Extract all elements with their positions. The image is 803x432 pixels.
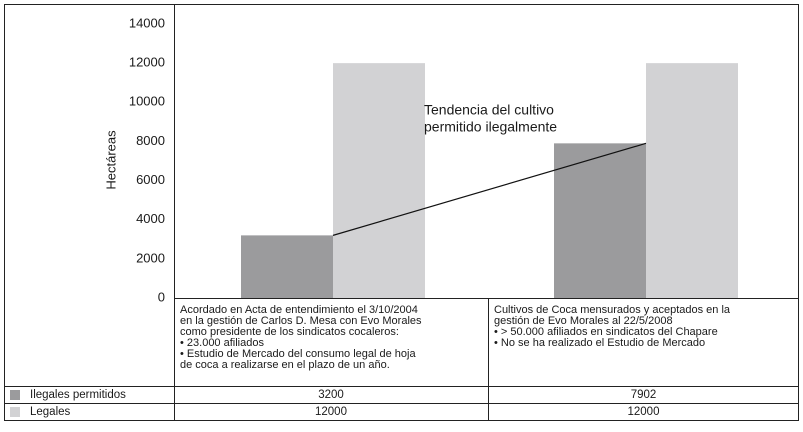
legend-swatch xyxy=(10,390,20,400)
annotation: permitido ilegalmente xyxy=(424,119,557,135)
category-note: • > 50.000 afiliados en sindicatos del C… xyxy=(494,326,718,338)
y-tick-label: 12000 xyxy=(129,55,165,70)
bar xyxy=(646,63,738,299)
table-value: 7902 xyxy=(631,389,657,401)
table-value: 12000 xyxy=(315,406,347,418)
y-tick-label: 0 xyxy=(158,289,165,304)
y-tick-label: 14000 xyxy=(129,15,165,30)
table-value: 12000 xyxy=(628,406,660,418)
bar xyxy=(554,143,646,298)
y-tick-label: 6000 xyxy=(136,172,165,187)
category-note: como presidente de los sindicatos cocale… xyxy=(180,326,399,338)
legend-label: Legales xyxy=(30,406,71,418)
bar xyxy=(333,63,425,299)
category-note: gestión de Evo Morales al 22/5/2008 xyxy=(494,315,673,327)
category-note: • Estudio de Mercado del consumo legal d… xyxy=(180,348,416,360)
category-note: Acordado en Acta de entendimiento el 3/1… xyxy=(180,304,418,316)
table-value: 3200 xyxy=(318,389,344,401)
y-tick-label: 8000 xyxy=(136,133,165,148)
y-tick-label: 4000 xyxy=(136,211,165,226)
category-note: de coca a realizarse en el plazo de un a… xyxy=(180,359,390,371)
frame xyxy=(4,4,799,421)
trend-line xyxy=(332,142,647,236)
annotation: Tendencia del cultivo xyxy=(424,102,554,118)
bar xyxy=(241,235,333,298)
category-note: • No se ha realizado el Estudio de Merca… xyxy=(494,337,705,349)
category-note: en la gestión de Carlos D. Mesa con Evo … xyxy=(180,315,422,327)
legend-label: Ilegales permitidos xyxy=(30,389,126,401)
y-tick-label: 10000 xyxy=(129,94,165,109)
y-axis-label: Hectáreas xyxy=(103,130,118,190)
y-tick-label: 2000 xyxy=(136,250,165,265)
legend-swatch xyxy=(10,407,20,417)
category-note: Cultivos de Coca mensurados y aceptados … xyxy=(494,304,731,316)
category-note: • 23.000 afiliados xyxy=(180,337,264,349)
